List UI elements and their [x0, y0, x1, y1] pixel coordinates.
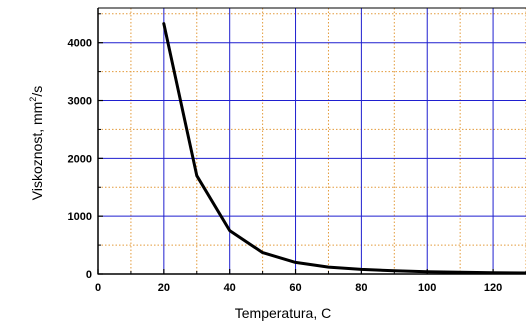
x-tick-label: 0 — [95, 282, 101, 294]
y-axis-title: Viskoznost, mm2/s — [28, 86, 45, 200]
y-tick-label: 3000 — [68, 96, 92, 108]
y-axis-title-main: Viskoznost, mm — [29, 102, 45, 201]
x-tick-label: 20 — [158, 282, 170, 294]
x-tick-label: 120 — [484, 282, 502, 294]
x-tick-label: 80 — [355, 282, 367, 294]
y-tick-label: 2000 — [68, 153, 92, 165]
y-tick-label: 0 — [86, 269, 92, 281]
x-axis-title: Temperatura, C — [235, 305, 331, 321]
axes — [97, 7, 526, 275]
grid — [98, 8, 526, 274]
y-tick-label: 4000 — [68, 38, 92, 50]
x-tick-label: 40 — [224, 282, 236, 294]
series-layer — [162, 22, 526, 275]
series-line-0 — [162, 22, 526, 275]
y-axis-title-superscript: 2 — [28, 97, 38, 102]
x-tick-label: 60 — [289, 282, 301, 294]
tick-labels: 0 20 40 60 80 100 120 0 1000 2000 3000 4000 — [68, 38, 503, 294]
x-tick-label: 100 — [418, 282, 436, 294]
y-axis-title-unit: /s — [29, 86, 45, 97]
y-tick-label: 1000 — [68, 211, 92, 223]
